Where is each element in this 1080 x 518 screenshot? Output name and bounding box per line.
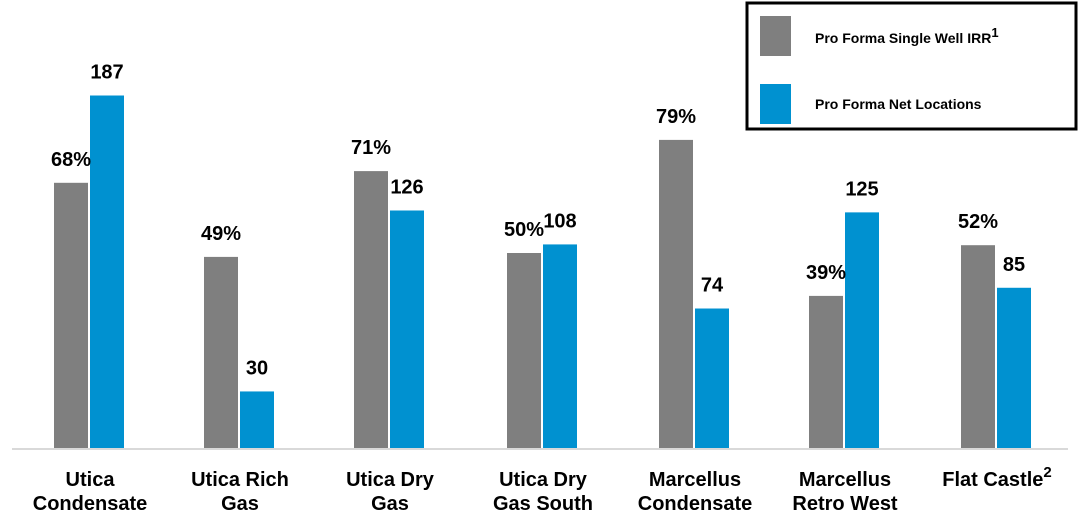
- category-label-line: Retro West: [792, 493, 898, 515]
- net-locations-value-label-4: 74: [701, 275, 724, 297]
- category-label-1: Utica Rich Gas: [191, 469, 289, 515]
- irr-value-label-3: 50%: [504, 219, 544, 241]
- legend-swatch-net-locations: [760, 84, 791, 124]
- irr-value-label-2: 71%: [351, 137, 391, 159]
- net-locations-bar-6: [997, 287, 1031, 448]
- category-label-0: Utica Condensate: [33, 469, 147, 515]
- net-locations-value-label-3: 108: [543, 210, 576, 232]
- net-locations-bar-2: [390, 210, 424, 448]
- category-label-line: Utica Rich: [191, 469, 289, 491]
- legend-label-net-locations: Pro Forma Net Locations: [815, 96, 982, 112]
- legend-label-irr: Pro Forma Single Well IRR1: [815, 25, 999, 46]
- category-label-line: Utica Dry: [499, 469, 588, 491]
- category-label-6: Flat Castle2: [942, 464, 1052, 491]
- category-label-line: Marcellus: [649, 469, 741, 491]
- category-label-5: Marcellus Retro West: [792, 469, 898, 515]
- category-label-line: Gas South: [493, 493, 593, 515]
- category-label-line: Condensate: [638, 493, 752, 515]
- category-label-line: Gas: [371, 493, 409, 515]
- irr-bar-0: [54, 182, 88, 449]
- net-locations-value-label-5: 125: [845, 178, 878, 200]
- category-label-line: Utica: [66, 469, 116, 491]
- irr-bar-2: [354, 171, 388, 448]
- net-locations-value-label-1: 30: [246, 357, 268, 379]
- irr-value-label-0: 68%: [51, 149, 91, 171]
- irr-value-label-1: 49%: [201, 223, 241, 245]
- net-locations-bar-0: [90, 95, 124, 448]
- category-footnote-marker: 2: [1043, 464, 1051, 481]
- net-locations-bar-4: [695, 308, 729, 448]
- category-label-line: Marcellus: [799, 469, 891, 491]
- irr-value-label-5: 39%: [806, 262, 846, 284]
- net-locations-bar-3: [543, 244, 577, 448]
- irr-value-label-6: 52%: [958, 211, 998, 233]
- irr-bar-1: [204, 256, 238, 448]
- value-labels-group: 68% 49% 71% 50% 79% 39% 52% 187 30 126 108 74 125 85: [51, 62, 1025, 380]
- bars-group: [54, 95, 1031, 449]
- irr-bar-6: [961, 245, 995, 448]
- legend-box: [745, 1, 1078, 131]
- legend-swatch-irr: [760, 16, 791, 56]
- net-locations-value-label-0: 187: [90, 62, 123, 84]
- category-label-4: Marcellus Condensate: [638, 469, 752, 515]
- category-label-2: Utica Dry Gas: [346, 469, 435, 515]
- irr-bar-4: [659, 139, 693, 448]
- net-locations-bar-5: [845, 212, 879, 448]
- legend: Pro Forma Single Well IRR1 Pro Forma Net…: [745, 1, 1078, 131]
- net-locations-value-label-2: 126: [390, 176, 423, 198]
- net-locations-value-label-6: 85: [1003, 254, 1025, 276]
- irr-value-label-4: 79%: [656, 106, 696, 128]
- irr-bar-3: [507, 253, 541, 448]
- category-label-3: Utica Dry Gas South: [493, 469, 593, 515]
- category-label-line: Flat Castle: [942, 469, 1043, 491]
- category-label-line: Condensate: [33, 493, 147, 515]
- category-label-line: Gas: [221, 493, 259, 515]
- irr-bar-5: [809, 295, 843, 448]
- category-label-line: Utica Dry: [346, 469, 435, 491]
- net-locations-bar-1: [240, 391, 274, 448]
